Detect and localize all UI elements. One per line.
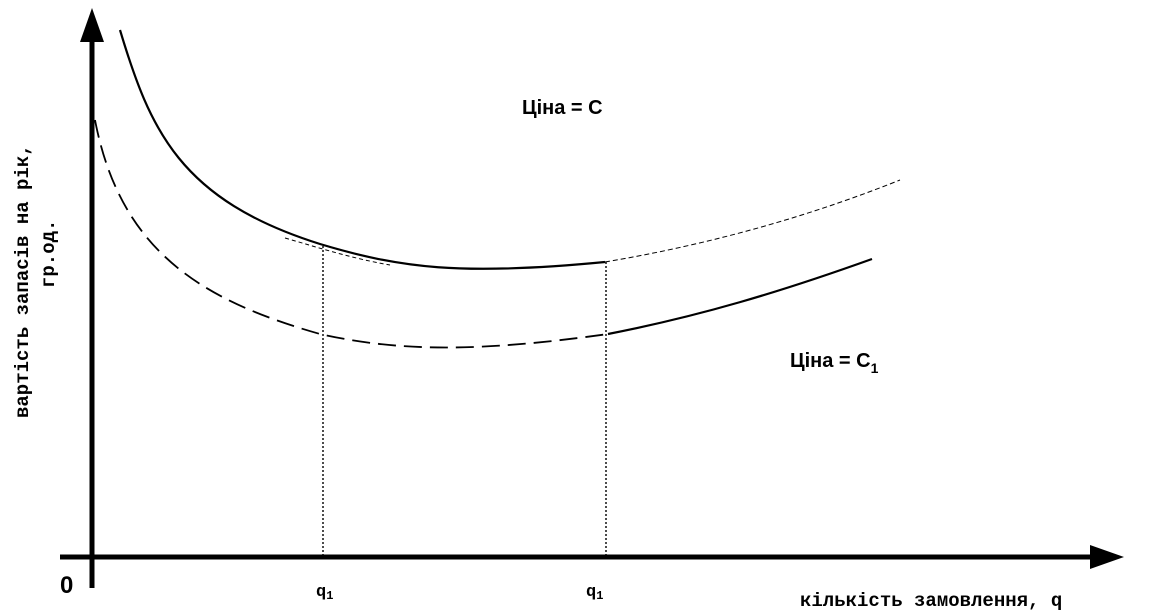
price-c1-label: Ціна = С1 bbox=[790, 350, 879, 376]
x-axis-label: кількість замовлення, q bbox=[800, 590, 1062, 612]
y-axis-arrow bbox=[80, 8, 104, 42]
y-axis-label-line2: гр.од. bbox=[38, 220, 60, 288]
price-c-label: Ціна = С bbox=[522, 97, 603, 119]
y-axis-label-line1: вартість запасів на рік, bbox=[12, 144, 34, 418]
tick-label-q1-left: q1 bbox=[316, 583, 333, 603]
origin-label: 0 bbox=[60, 572, 73, 599]
cost-curve-price-c1-dashed bbox=[94, 119, 609, 349]
cost-curve-price-c1-solid bbox=[607, 257, 873, 336]
cost-curve-price-c-extension bbox=[604, 179, 901, 263]
cost-curve-price-c-solid bbox=[118, 29, 606, 270]
x-axis-arrow bbox=[1090, 545, 1124, 569]
y-axis-label: вартість запасів на рік, гр.од. bbox=[12, 133, 60, 418]
tick-label-q1-right: q1 bbox=[586, 583, 603, 603]
cost-curve-price-c-tangent bbox=[284, 237, 391, 266]
